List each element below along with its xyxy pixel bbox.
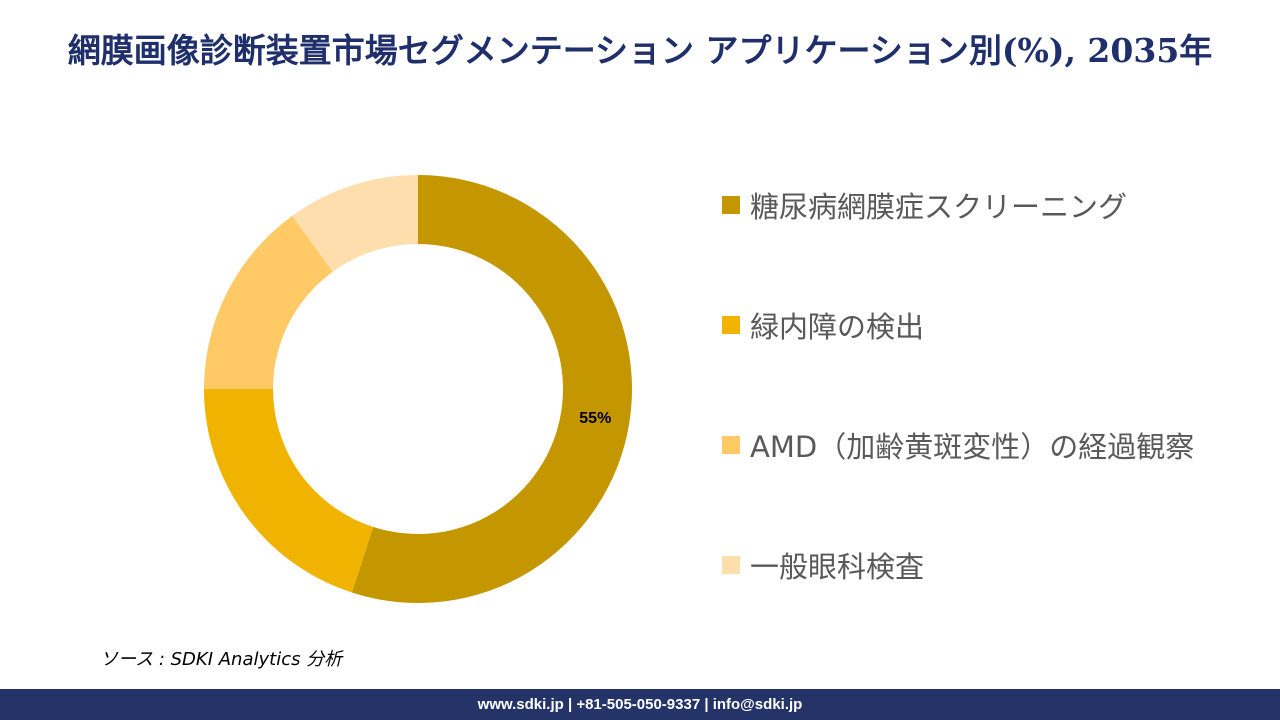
slice-general-eye-exam: [292, 175, 418, 272]
legend-item-general-eye-exam: 一般眼科検査: [722, 540, 924, 590]
slice-diabetic-retinopathy: [351, 175, 632, 604]
legend-item-amd: AMD（加齢黄斑変性）の経過観察: [722, 420, 1194, 470]
legend-label: 緑内障の検出: [750, 310, 925, 344]
source-note: ソース : SDKI Analytics 分析: [100, 649, 343, 670]
chart-title: 網膜画像診断装置市場セグメンテーション アプリケーション別(%), 2035年: [67, 31, 1213, 70]
legend-item-glaucoma: 緑内障の検出: [722, 300, 924, 350]
legend-item-diabetic-retinopathy: 糖尿病網膜症スクリーニング: [722, 180, 1127, 230]
legend-label: 糖尿病網膜症スクリーニング: [750, 190, 1128, 224]
slice-amd: [204, 215, 333, 389]
legend-swatch: [722, 316, 740, 334]
footer-contact: www.sdki.jp | +81-505-050-9337 | info@sd…: [477, 696, 803, 713]
data-label: 55%: [579, 410, 611, 427]
legend-label: 一般眼科検査: [750, 550, 925, 584]
legend-swatch: [722, 436, 740, 454]
legend-swatch: [722, 196, 740, 214]
legend-label: AMD（加齢黄斑変性）の経過観察: [750, 430, 1195, 464]
footer-bar: www.sdki.jp | +81-505-050-9337 | info@sd…: [0, 689, 1280, 720]
legend-swatch: [722, 556, 740, 574]
slice-glaucoma: [204, 389, 374, 593]
